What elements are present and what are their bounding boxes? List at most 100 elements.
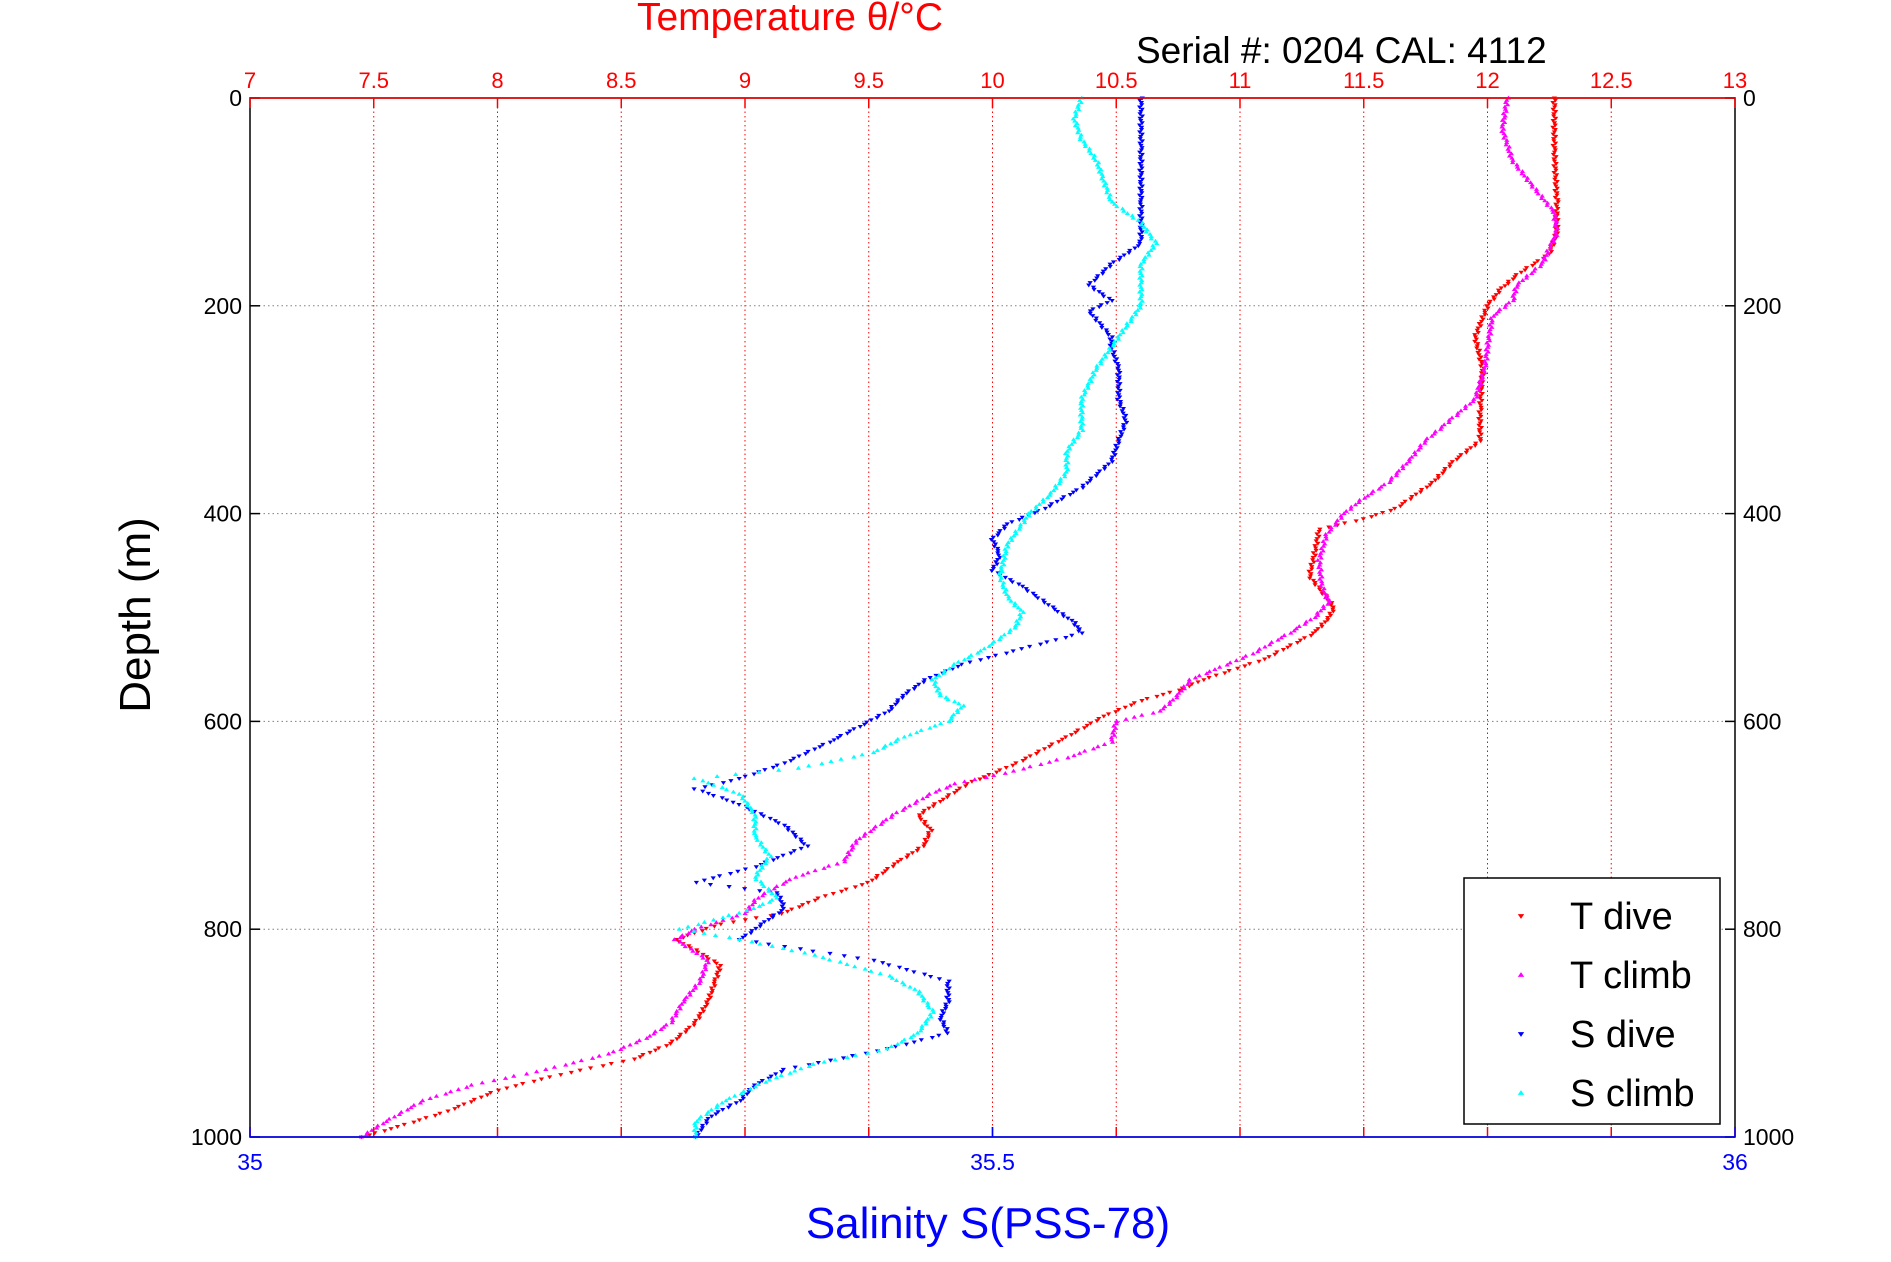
data-point xyxy=(1550,137,1557,141)
data-point xyxy=(1075,130,1081,135)
data-point xyxy=(812,868,818,873)
data-point xyxy=(713,920,719,925)
data-point xyxy=(1326,529,1332,534)
data-point xyxy=(986,644,992,648)
data-point xyxy=(1476,322,1482,326)
data-point xyxy=(949,714,955,719)
data-point xyxy=(1326,525,1332,530)
data-point xyxy=(1138,284,1144,289)
data-point xyxy=(950,664,956,669)
data-point xyxy=(1551,239,1557,244)
data-point xyxy=(730,800,736,805)
data-point xyxy=(1024,589,1031,594)
data-point xyxy=(1167,690,1173,695)
data-point xyxy=(736,910,742,915)
data-point xyxy=(991,544,997,549)
data-point xyxy=(1550,119,1556,123)
data-point xyxy=(1067,492,1073,497)
temperature-tick-label: 13 xyxy=(1723,68,1747,93)
data-point xyxy=(762,768,768,772)
data-point xyxy=(1476,401,1482,406)
data-point xyxy=(792,832,798,837)
data-point xyxy=(864,720,870,725)
data-point xyxy=(709,991,715,996)
data-point xyxy=(578,1058,584,1063)
data-point xyxy=(1107,264,1113,269)
data-point xyxy=(1301,636,1308,641)
data-point xyxy=(1138,218,1144,223)
data-point xyxy=(1081,726,1088,731)
data-point xyxy=(1476,353,1482,358)
data-point xyxy=(995,546,1001,551)
data-point xyxy=(920,998,927,1003)
data-point xyxy=(948,716,954,721)
data-point xyxy=(1097,321,1103,326)
data-point xyxy=(375,1123,381,1128)
data-point xyxy=(921,842,927,847)
data-point xyxy=(1109,339,1115,344)
data-point xyxy=(924,794,930,798)
data-point xyxy=(728,779,734,783)
data-point xyxy=(740,1094,746,1099)
data-point xyxy=(826,957,833,962)
data-point xyxy=(1119,409,1125,414)
data-point xyxy=(656,1046,662,1051)
data-point xyxy=(763,847,769,852)
data-point xyxy=(943,1029,949,1034)
data-point xyxy=(1446,417,1452,422)
data-point xyxy=(411,1120,417,1125)
data-point xyxy=(768,1074,774,1079)
data-point xyxy=(700,789,706,794)
data-point xyxy=(841,954,847,959)
data-point xyxy=(1441,469,1447,474)
data-point xyxy=(1485,345,1491,349)
data-point xyxy=(760,901,766,906)
data-point xyxy=(946,979,952,984)
data-point xyxy=(1477,437,1484,441)
data-point xyxy=(1100,269,1106,274)
data-point xyxy=(926,833,932,838)
data-point xyxy=(1056,740,1062,745)
data-point xyxy=(1112,453,1118,458)
data-point xyxy=(1107,197,1113,202)
data-point xyxy=(1003,551,1009,556)
data-point xyxy=(914,730,920,735)
data-point xyxy=(1454,457,1460,462)
data-point xyxy=(715,966,721,971)
data-point xyxy=(714,1105,720,1110)
data-point xyxy=(763,1079,769,1084)
data-point xyxy=(742,887,748,892)
data-point xyxy=(394,1125,401,1129)
data-point xyxy=(1139,184,1145,189)
data-point xyxy=(1315,612,1321,617)
data-point xyxy=(1040,499,1046,504)
data-point xyxy=(745,801,751,805)
data-point xyxy=(1321,606,1327,611)
data-point xyxy=(1042,506,1048,511)
data-point xyxy=(937,799,943,804)
data-point xyxy=(1472,339,1478,344)
data-point xyxy=(1503,100,1509,105)
data-point xyxy=(1296,624,1302,628)
data-point xyxy=(1262,644,1268,649)
data-point xyxy=(1317,576,1323,581)
data-point xyxy=(1409,495,1415,499)
data-point xyxy=(1139,298,1145,303)
data-point xyxy=(1079,414,1085,419)
data-point xyxy=(1275,637,1281,642)
data-point xyxy=(1365,493,1371,498)
data-point xyxy=(1003,651,1010,656)
data-point xyxy=(1501,115,1508,120)
data-point xyxy=(738,1099,744,1103)
data-point xyxy=(693,1018,699,1023)
data-point xyxy=(1023,515,1029,520)
data-point xyxy=(838,733,844,738)
data-point xyxy=(1138,234,1145,239)
data-point xyxy=(719,785,725,790)
data-point xyxy=(798,1066,804,1071)
data-point xyxy=(699,1123,706,1128)
data-point xyxy=(1084,723,1090,728)
data-point xyxy=(677,939,683,944)
data-point xyxy=(873,876,879,881)
data-point xyxy=(1087,281,1093,286)
